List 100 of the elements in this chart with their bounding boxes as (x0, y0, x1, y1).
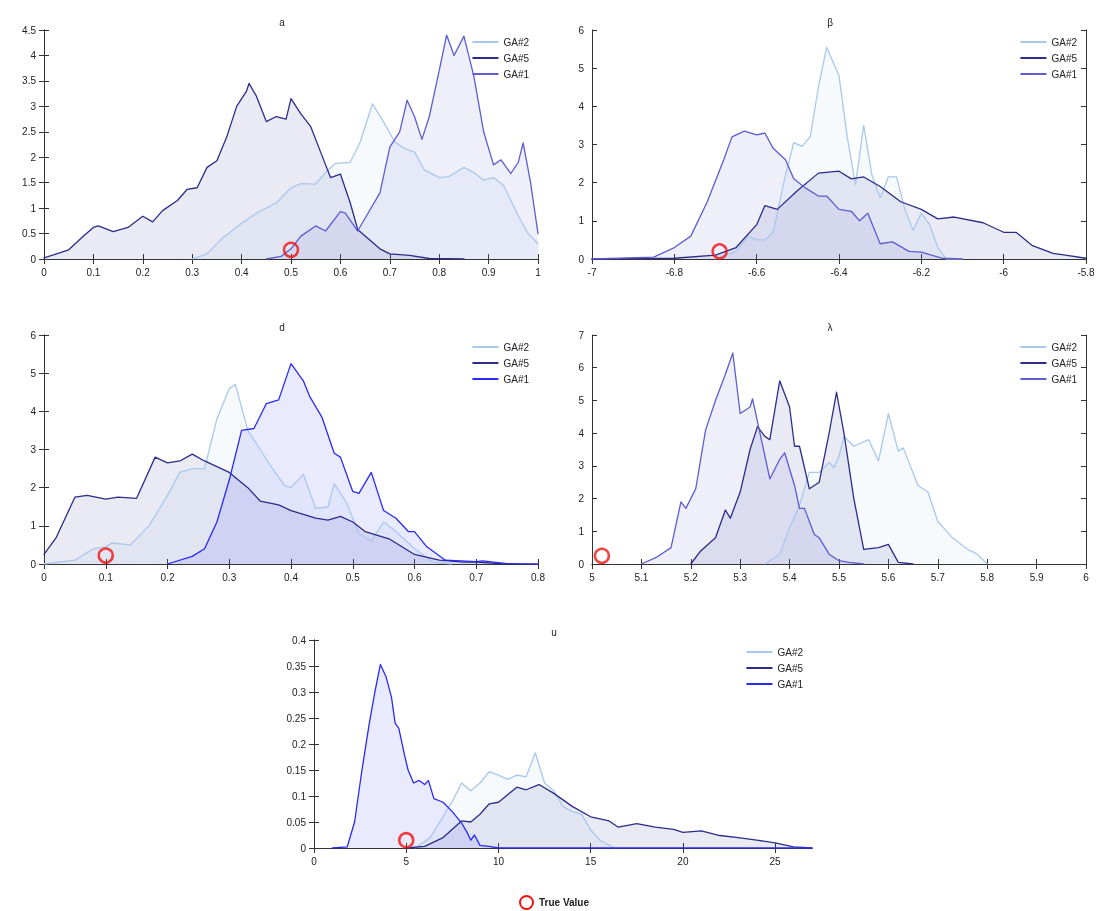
x-tick-label: 1 (535, 266, 542, 278)
x-tick-label: -6.6 (748, 266, 766, 278)
x-tick-label: 5.1 (634, 571, 649, 583)
x-tick-label: 5.6 (881, 571, 896, 583)
x-tick-label: 0 (41, 571, 48, 583)
legend-label: GA#1 (503, 373, 530, 385)
x-tick-label: 0.3 (185, 266, 200, 278)
x-tick-label: 0.2 (135, 266, 151, 278)
y-tick-label: 0.4 (292, 634, 307, 646)
y-tick-label: 4 (578, 100, 585, 112)
x-tick-label: -6.4 (830, 266, 849, 278)
legend-label: GA#1 (1051, 373, 1078, 385)
x-tick-label: 0.1 (86, 266, 101, 278)
x-tick-label: -6.2 (912, 266, 931, 278)
y-tick-label: 1 (30, 520, 37, 532)
x-tick-label: 0.8 (531, 571, 546, 583)
x-tick-label: 0.2 (160, 571, 175, 583)
x-tick-label: 5 (589, 571, 596, 583)
y-tick-label: 2 (30, 482, 37, 494)
y-tick-label: 3 (30, 444, 37, 455)
y-tick-label: 0 (30, 558, 37, 570)
x-tick-label: 5.4 (782, 571, 797, 583)
x-tick-label: 25 (769, 855, 782, 867)
legend-label: GA#1 (1051, 68, 1078, 80)
legend-label: GA#2 (503, 341, 530, 353)
x-tick-label: -6 (999, 266, 1009, 278)
y-tick-label: 5 (578, 62, 585, 74)
x-tick-label: 15 (585, 855, 597, 867)
y-tick-label: 0.15 (286, 764, 307, 776)
y-tick-label: 2 (30, 151, 37, 163)
y-tick-label: 3 (578, 139, 585, 150)
y-tick-label: 1 (578, 525, 585, 537)
x-tick-label: 0.7 (469, 571, 484, 583)
legend-label: GA#5 (503, 357, 530, 369)
y-tick-label: 2.5 (22, 126, 37, 138)
legend-label: GA#2 (1051, 341, 1078, 353)
x-tick-label: 0.7 (382, 266, 398, 278)
y-tick-label: 0 (578, 253, 585, 265)
legend-label: GA#2 (1051, 36, 1078, 48)
x-tick-label: -7 (587, 266, 597, 278)
y-tick-label: 0.25 (286, 712, 307, 724)
y-tick-label: 1.5 (22, 177, 37, 189)
y-tick-label: 5 (30, 367, 37, 379)
legend-label: GA#5 (1051, 52, 1078, 64)
x-tick-label: -5.8 (1077, 266, 1096, 278)
y-tick-label: 6 (578, 24, 585, 36)
y-tick-label: 0.05 (286, 816, 307, 828)
legend-label: GA#5 (503, 52, 530, 64)
legend-label: GA#1 (777, 678, 804, 690)
y-tick-label: 0 (30, 253, 37, 265)
y-tick-label: 0 (578, 558, 585, 570)
x-tick-label: 10 (492, 855, 505, 867)
legend-label: GA#2 (777, 646, 804, 658)
x-tick-label: 5.7 (930, 571, 946, 583)
y-tick-label: 1 (30, 202, 37, 214)
y-tick-label: 2 (578, 177, 585, 189)
x-tick-label: 6 (1083, 571, 1090, 583)
legend-label: GA#1 (503, 68, 530, 80)
x-tick-label: 0.5 (345, 571, 361, 583)
x-tick-label: 0 (311, 855, 318, 867)
x-tick-label: 0.6 (333, 266, 348, 278)
x-tick-label: 0.3 (222, 571, 237, 583)
x-tick-label: 5.5 (832, 571, 847, 583)
chart-title: u (551, 626, 557, 638)
y-tick-label: 3 (578, 460, 585, 472)
x-tick-label: 0 (41, 266, 48, 278)
x-tick-label: 5.3 (733, 571, 748, 583)
x-tick-label: 0.4 (234, 266, 249, 278)
y-tick-label: 4.5 (22, 24, 37, 36)
x-tick-label: 5.2 (683, 571, 699, 583)
y-tick-label: 0.35 (286, 660, 307, 672)
legend-label: GA#5 (1051, 357, 1078, 369)
y-tick-label: 0 (300, 842, 307, 854)
x-tick-label: 0.1 (98, 571, 114, 583)
y-tick-label: 4 (30, 49, 37, 61)
y-tick-label: 3.5 (22, 75, 37, 87)
y-tick-label: 1 (578, 215, 585, 227)
y-tick-label: 2 (578, 493, 585, 505)
chart-title: d (279, 321, 285, 333)
y-tick-label: 4 (578, 427, 585, 439)
y-tick-label: 0.2 (292, 738, 307, 750)
text: True Value (538, 897, 590, 908)
x-tick-label: 20 (677, 855, 689, 867)
y-tick-label: 5 (578, 394, 585, 406)
legend-label: GA#5 (777, 662, 804, 674)
x-tick-label: 5 (403, 855, 410, 867)
y-tick-label: 6 (578, 362, 585, 374)
y-tick-label: 0.3 (292, 686, 307, 698)
y-tick-label: 3 (30, 100, 37, 112)
y-tick-label: 4 (30, 405, 37, 417)
y-tick-label: 0.1 (292, 790, 307, 802)
x-tick-label: 0.8 (432, 266, 447, 278)
x-tick-label: -6.8 (665, 266, 684, 278)
chart-title: λ (827, 321, 833, 333)
x-tick-label: 5.9 (1029, 571, 1044, 583)
y-tick-label: 6 (30, 329, 37, 341)
y-tick-label: 0.5 (22, 228, 37, 240)
legend-label: GA#2 (503, 36, 530, 48)
chart-title: a (279, 16, 286, 28)
y-tick-label: 7 (578, 329, 585, 341)
